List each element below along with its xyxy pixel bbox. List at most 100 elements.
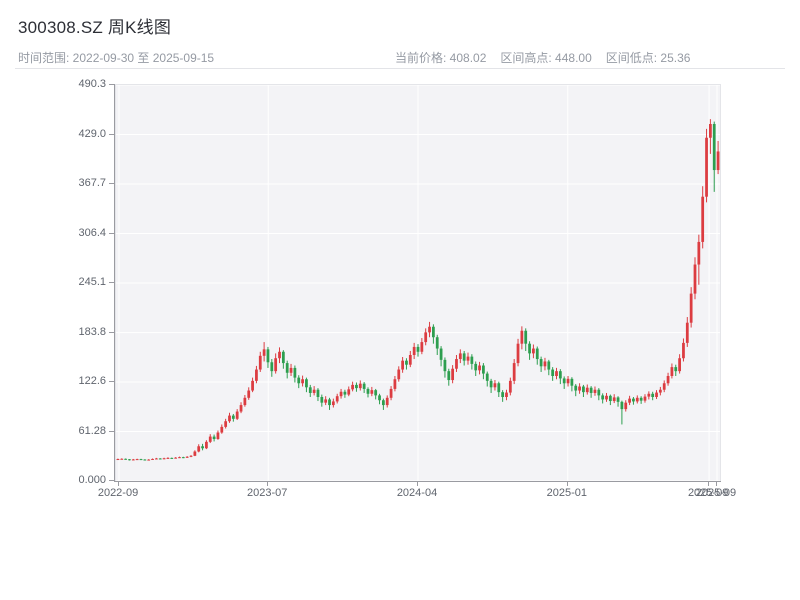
candle — [212, 434, 216, 442]
y-tick-mark — [109, 380, 114, 382]
candle — [243, 394, 247, 407]
candle — [620, 400, 624, 425]
candle — [301, 375, 304, 387]
candle — [285, 360, 289, 379]
candle — [447, 368, 451, 386]
candle — [185, 456, 189, 458]
candle — [655, 390, 658, 400]
range-high-label: 区间高点: 448.00 — [500, 51, 592, 65]
candle — [435, 334, 439, 355]
candle — [443, 357, 447, 378]
candle — [255, 365, 258, 384]
candle — [189, 455, 193, 458]
current-price-label: 当前价格: 408.02 — [395, 51, 487, 65]
candle — [605, 392, 608, 402]
candle — [155, 457, 158, 460]
candle — [570, 377, 574, 392]
candle — [147, 459, 151, 461]
candle — [178, 456, 181, 459]
candle — [532, 344, 535, 359]
candle — [355, 382, 358, 392]
candle — [358, 380, 362, 391]
x-tick-mark — [708, 482, 710, 486]
candle — [624, 400, 628, 412]
candle — [689, 287, 693, 328]
candle — [216, 430, 220, 440]
y-tick-mark — [109, 331, 114, 333]
candle — [520, 326, 524, 350]
candle — [697, 234, 701, 285]
candle — [374, 388, 378, 400]
candle — [151, 458, 154, 460]
candle — [639, 396, 643, 404]
candle — [251, 377, 254, 393]
candle — [347, 386, 351, 397]
candle — [455, 355, 458, 372]
y-tick-label: 122.6 — [78, 374, 106, 387]
candle — [239, 402, 243, 414]
candle — [393, 376, 397, 392]
candle — [643, 394, 647, 403]
candle — [635, 395, 639, 404]
header-divider — [15, 68, 785, 69]
candle — [466, 352, 470, 365]
candle — [281, 350, 285, 369]
x-tick-mark — [566, 482, 568, 486]
y-axis-line — [114, 84, 115, 482]
candle — [535, 346, 539, 365]
candle — [131, 458, 135, 461]
candle — [474, 361, 478, 376]
candle — [228, 412, 231, 423]
candle — [416, 344, 420, 357]
candle — [289, 363, 293, 376]
candle — [266, 346, 270, 368]
candle — [335, 393, 339, 404]
candle — [205, 440, 208, 450]
x-tick-label: 2024-04 — [396, 487, 438, 499]
page-title: 300308.SZ 周K线图 — [18, 18, 172, 37]
candle — [143, 459, 147, 461]
candle — [274, 353, 278, 374]
x-tick-label: 2025-09 — [695, 487, 737, 499]
candle — [608, 394, 612, 406]
candle — [401, 357, 404, 373]
candle — [458, 349, 462, 364]
candle — [589, 386, 593, 398]
y-tick-label: 61.28 — [78, 424, 106, 437]
candle — [685, 317, 689, 347]
candle — [566, 376, 570, 387]
candle — [316, 388, 320, 402]
x-tick-mark — [118, 482, 120, 486]
candle — [693, 257, 697, 300]
candle — [351, 381, 354, 392]
x-tick-mark — [417, 482, 418, 486]
y-tick-label: 0.000 — [78, 474, 106, 486]
candle — [293, 365, 297, 383]
candle — [666, 372, 670, 386]
candle — [297, 375, 301, 389]
candle — [547, 359, 551, 376]
candle — [385, 395, 389, 408]
candle — [328, 397, 331, 410]
x-tick-label: 2022-09 — [97, 487, 139, 499]
candle — [408, 350, 412, 368]
candle — [208, 434, 212, 444]
candle — [551, 367, 555, 381]
candle — [632, 397, 635, 405]
candle — [224, 418, 228, 429]
y-tick-label: 306.4 — [78, 226, 106, 239]
candle — [362, 382, 366, 393]
candle — [662, 380, 666, 393]
candle — [331, 398, 335, 408]
candle — [485, 371, 489, 387]
x-tick-label: 2025-09 — [687, 487, 729, 499]
candle — [616, 396, 620, 407]
candle — [424, 328, 428, 346]
candle — [193, 450, 197, 457]
candle — [516, 338, 520, 367]
candle — [716, 140, 720, 175]
x-tick-label: 2025-01 — [546, 487, 587, 499]
candle — [524, 328, 528, 351]
candle — [482, 363, 485, 380]
candle — [420, 338, 424, 355]
